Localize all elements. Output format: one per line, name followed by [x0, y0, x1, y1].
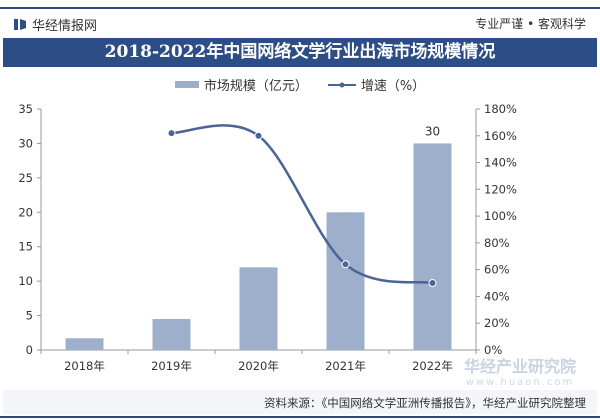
legend: 市场规模（亿元） 增速（%） — [0, 75, 600, 94]
left-tick-label: 30 — [18, 136, 33, 150]
right-tick-label: 20% — [484, 316, 510, 330]
bar-2020年 — [239, 267, 278, 350]
right-tick-label: 180% — [484, 102, 517, 116]
slogan: 专业严谨 • 客观科学 — [475, 17, 586, 31]
left-tick-label: 25 — [18, 171, 33, 185]
source-background — [3, 390, 597, 414]
x-tick-label: 2021年 — [325, 359, 366, 373]
top-divider — [0, 7, 600, 9]
legend-bar-label: 市场规模（亿元） — [203, 79, 308, 94]
right-tick-label: 0% — [484, 343, 502, 357]
legend-line-label: 增速（%） — [360, 79, 426, 94]
growth-point — [254, 131, 263, 140]
right-tick-label: 160% — [484, 129, 517, 143]
legend-item-line: 增速（%） — [327, 75, 426, 94]
right-tick-label: 140% — [484, 156, 517, 170]
legend-bar-swatch — [174, 81, 199, 88]
x-tick-label: 2022年 — [412, 359, 453, 373]
bar-2019年 — [152, 319, 191, 350]
chart-title: 2018-2022年中国网络文学行业出海市场规模情况 — [3, 38, 597, 67]
bar-2022年 — [413, 143, 452, 350]
right-tick-label: 100% — [484, 209, 517, 223]
right-tick-label: 120% — [484, 182, 517, 196]
brand-logo-icon — [14, 19, 26, 30]
brand: 华经情报网 — [14, 15, 97, 34]
growth-point — [428, 279, 437, 288]
x-tick-label: 2018年 — [64, 359, 105, 373]
legend-item-bar: 市场规模（亿元） — [174, 75, 308, 94]
left-tick-label: 10 — [18, 274, 33, 288]
x-tick-label: 2020年 — [238, 359, 279, 373]
watermark-url: www.huaon.com — [466, 377, 575, 388]
left-tick-label: 15 — [18, 240, 33, 254]
growth-line — [171, 124, 433, 285]
bar-2021年 — [326, 212, 365, 350]
growth-point — [167, 129, 176, 138]
left-tick-label: 20 — [18, 205, 33, 219]
bottom-divider — [0, 416, 600, 418]
right-tick-label: 80% — [484, 236, 510, 250]
right-tick-label: 40% — [484, 289, 510, 303]
legend-line-swatch — [327, 82, 356, 87]
left-tick-label: 5 — [26, 309, 33, 323]
source-note: 资料来源：《中国网络文学亚洲传播报告》，华经产业研究院整理 — [264, 396, 586, 410]
left-tick-label: 35 — [18, 102, 33, 116]
growth-point — [341, 260, 350, 269]
data-label: 30 — [425, 124, 440, 138]
right-tick-label: 60% — [484, 263, 510, 277]
bar-2018年 — [65, 338, 104, 350]
x-tick-label: 2019年 — [151, 359, 192, 373]
left-tick-label: 0 — [26, 343, 33, 357]
watermark: 华经产业研究院 — [464, 357, 576, 376]
brand-name: 华经情报网 — [32, 19, 98, 34]
